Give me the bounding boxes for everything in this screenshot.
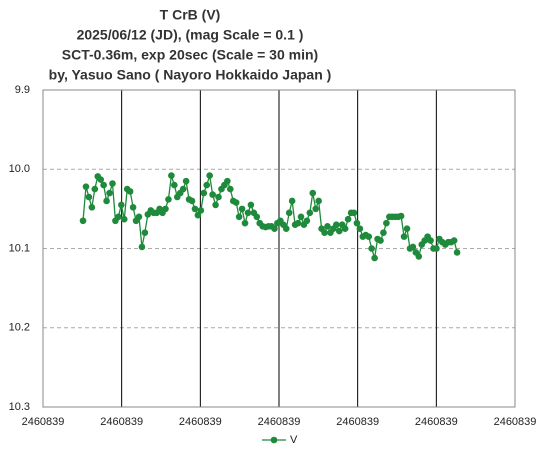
data-point — [106, 189, 113, 197]
chart-title: T CrB (V) — [160, 7, 221, 23]
data-point — [203, 181, 211, 189]
y-tick-label: 10.1 — [9, 242, 30, 254]
data-point — [168, 172, 175, 179]
chart-title: SCT-0.36m, exp 20sec (Scale = 30 min) — [62, 47, 318, 63]
data-point — [126, 188, 134, 195]
data-point — [253, 213, 261, 221]
data-point — [244, 209, 252, 217]
data-point — [224, 177, 231, 185]
y-tick-label: 10.3 — [9, 401, 30, 413]
data-point — [365, 233, 373, 240]
data-point — [288, 197, 296, 205]
data-point — [247, 201, 255, 209]
data-point — [120, 215, 128, 223]
data-point — [135, 213, 143, 221]
data-point — [241, 219, 249, 227]
data-point — [427, 237, 434, 244]
x-tick-label: 2460839 — [336, 416, 379, 428]
data-point — [162, 205, 169, 213]
plot-border — [42, 89, 516, 408]
data-point — [138, 243, 146, 251]
data-point — [100, 181, 107, 189]
data-point — [209, 191, 216, 198]
data-point — [315, 197, 322, 205]
data-point — [82, 183, 90, 190]
data-point — [344, 215, 352, 223]
data-point — [400, 233, 408, 240]
data-point — [403, 225, 411, 232]
data-point — [453, 249, 461, 256]
data-point — [409, 243, 417, 251]
data-point — [312, 205, 320, 213]
data-point — [179, 185, 187, 193]
data-point — [141, 229, 149, 236]
chart-title: 2025/06/12 (JD), (mag Scale = 0.1 ) — [77, 27, 304, 43]
data-point — [91, 185, 99, 193]
data-point — [200, 189, 208, 197]
data-point — [303, 217, 311, 225]
data-point — [215, 193, 222, 201]
data-point — [341, 225, 349, 232]
legend-label: V — [290, 434, 298, 446]
data-point — [271, 225, 278, 232]
data-point — [415, 253, 423, 260]
data-point — [171, 181, 178, 189]
data-point — [353, 219, 361, 227]
data-point — [212, 201, 219, 209]
y-tick-label: 10.0 — [9, 163, 30, 175]
data-point — [450, 237, 458, 244]
data-point — [79, 217, 87, 225]
data-point — [371, 254, 378, 262]
data-point — [129, 203, 137, 211]
data-point — [377, 237, 384, 244]
data-point — [109, 180, 116, 187]
data-point — [333, 221, 340, 229]
data-point — [191, 205, 199, 213]
data-point — [297, 213, 305, 221]
data-point — [285, 209, 293, 217]
data-point — [85, 193, 93, 201]
data-point — [282, 225, 290, 232]
data-point — [335, 227, 343, 235]
y-tick-label: 10.2 — [9, 322, 30, 334]
data-point — [306, 209, 314, 217]
data-point — [380, 229, 387, 236]
data-point — [356, 225, 364, 232]
data-point — [309, 189, 317, 197]
data-point — [115, 213, 122, 221]
x-tick-label: 2460839 — [22, 416, 65, 428]
data-point — [232, 199, 240, 206]
x-tick-label: 2460839 — [179, 416, 222, 428]
data-point — [226, 185, 234, 193]
data-point — [206, 172, 213, 179]
data-point — [118, 201, 125, 209]
legend-marker — [270, 436, 278, 444]
data-point — [397, 212, 405, 220]
data-point — [97, 176, 104, 183]
data-point — [235, 213, 243, 221]
data-point — [188, 197, 196, 205]
data-point — [321, 229, 328, 236]
data-point — [182, 177, 190, 185]
x-tick-label: 2460839 — [100, 416, 143, 428]
data-point — [383, 219, 390, 227]
data-point — [433, 245, 440, 252]
data-point — [350, 209, 358, 217]
data-point — [324, 223, 331, 230]
data-point — [103, 197, 110, 205]
data-point — [294, 219, 302, 227]
x-tick-label: 2460839 — [415, 416, 458, 428]
data-point — [238, 205, 246, 213]
data-point — [197, 207, 205, 214]
chart-title: by, Yasuo Sano ( Nayoro Hokkaido Japan ) — [49, 67, 332, 83]
x-tick-label: 2460839 — [258, 416, 301, 428]
data-point — [165, 196, 172, 203]
y-tick-label: 9.9 — [15, 84, 30, 96]
data-point — [368, 245, 375, 252]
data-point — [194, 211, 202, 219]
x-tick-label: 2460839 — [494, 416, 537, 428]
data-point — [88, 203, 96, 211]
